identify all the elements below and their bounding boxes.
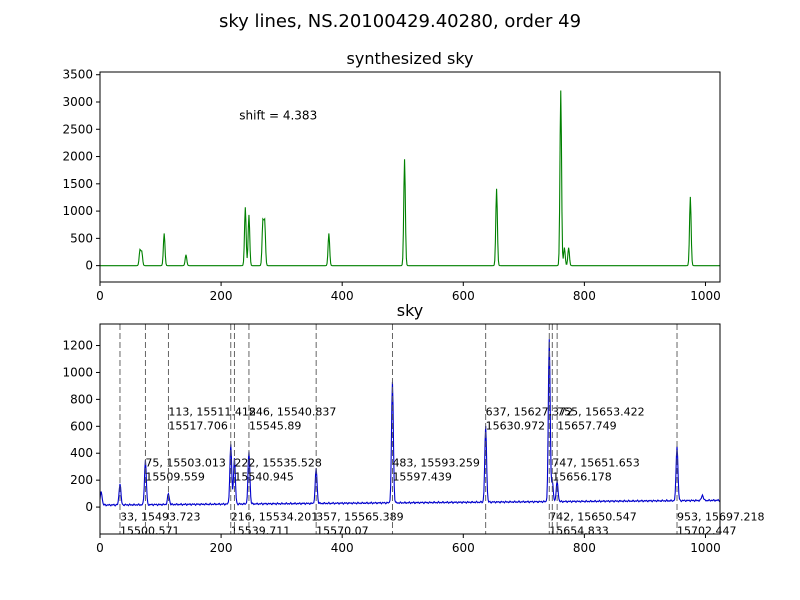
y-tick-label: 3500 (62, 68, 93, 82)
line-label: 33, 15493.723 (120, 511, 200, 524)
line-label: 953, 15697.218 (677, 511, 764, 524)
line-label: 15597.439 (392, 471, 452, 484)
y-tick-label: 0 (85, 259, 93, 273)
series-line (100, 90, 720, 267)
y-tick-label: 2500 (62, 122, 93, 136)
x-tick-label: 800 (573, 289, 596, 303)
line-label: 637, 15627.372 (486, 406, 573, 419)
y-tick-label: 200 (70, 473, 93, 487)
line-label: 15509.559 (145, 471, 205, 484)
line-label: 15517.706 (168, 420, 228, 433)
y-tick-label: 400 (70, 446, 93, 460)
synthesized-sky-chart: synthesized sky shift = 4.383 0 200 400 600 80… (62, 49, 720, 303)
figure-title: sky lines, NS.20100429.40280, order 49 (219, 11, 581, 32)
line-label: 15540.945 (234, 471, 294, 484)
chart-title: synthesized sky (347, 49, 474, 68)
line-label: 15630.972 (486, 420, 546, 433)
line-label: 755, 15653.422 (557, 406, 644, 419)
x-tick-label: 1000 (690, 289, 721, 303)
line-label: 15656.178 (552, 471, 612, 484)
x-tick-label: 0 (96, 289, 104, 303)
series-line (100, 339, 720, 507)
line-label: 75, 15503.013 (145, 457, 225, 470)
line-label: 113, 15511.418 (168, 406, 255, 419)
y-tick-label: 800 (70, 392, 93, 406)
line-label: 15702.447 (677, 525, 737, 538)
chart-title: sky (397, 301, 424, 320)
line-label: 15657.749 (557, 420, 617, 433)
y-tick-label: 1000 (62, 204, 93, 218)
y-tick-label: 3000 (62, 95, 93, 109)
y-tick-label: 0 (85, 500, 93, 514)
line-label: 15500.571 (120, 525, 180, 538)
line-label: 742, 15650.547 (549, 511, 636, 524)
line-label: 747, 15651.653 (552, 457, 639, 470)
x-tick-label: 600 (452, 289, 475, 303)
line-label: 15539.711 (231, 525, 291, 538)
line-label: 15654.833 (549, 525, 609, 538)
x-tick-label: 200 (210, 541, 233, 555)
line-label: 216, 15534.201 (231, 511, 318, 524)
y-tick-label: 600 (70, 419, 93, 433)
x-tick-label: 200 (210, 289, 233, 303)
x-tick-label: 1000 (690, 541, 721, 555)
x-tick-label: 400 (331, 541, 354, 555)
line-label: 222, 15535.528 (234, 457, 321, 470)
y-tick-label: 1500 (62, 177, 93, 191)
x-tick-label: 600 (452, 541, 475, 555)
x-tick-label: 0 (96, 541, 104, 555)
line-label: 246, 15540.837 (249, 406, 336, 419)
plot-frame (99, 71, 721, 283)
line-label: 357, 15565.389 (316, 511, 403, 524)
y-tick-label: 1000 (62, 365, 93, 379)
line-label: 15545.89 (249, 420, 302, 433)
y-tick-label: 500 (70, 231, 93, 245)
x-tick-label: 800 (573, 541, 596, 555)
shift-annotation: shift = 4.383 (239, 108, 317, 122)
plot-frame (99, 323, 721, 535)
y-tick-label: 1200 (62, 339, 93, 353)
x-tick-label: 400 (331, 289, 354, 303)
y-tick-label: 2000 (62, 150, 93, 164)
line-label: 483, 15593.259 (392, 457, 479, 470)
